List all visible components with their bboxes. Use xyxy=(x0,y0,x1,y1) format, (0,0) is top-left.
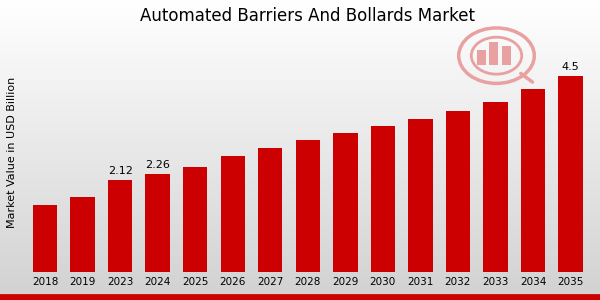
Bar xyxy=(476,50,486,65)
Bar xyxy=(521,89,545,272)
Bar xyxy=(502,46,511,65)
Bar xyxy=(483,102,508,272)
Y-axis label: Market Value in USD Billion: Market Value in USD Billion xyxy=(7,76,17,228)
Bar xyxy=(490,42,499,65)
Bar xyxy=(333,134,358,272)
Text: 2.12: 2.12 xyxy=(107,166,133,176)
Bar xyxy=(371,126,395,272)
Bar xyxy=(296,140,320,272)
Bar xyxy=(446,111,470,272)
Bar xyxy=(145,173,170,272)
Bar xyxy=(221,157,245,272)
Text: 2.26: 2.26 xyxy=(145,160,170,170)
Bar xyxy=(408,118,433,272)
Title: Automated Barriers And Bollards Market: Automated Barriers And Bollards Market xyxy=(140,7,475,25)
Bar xyxy=(258,148,283,272)
Bar xyxy=(70,197,95,272)
Text: 4.5: 4.5 xyxy=(562,62,580,72)
Bar xyxy=(33,205,57,272)
Bar xyxy=(559,76,583,272)
Bar xyxy=(183,167,208,272)
Bar xyxy=(108,180,132,272)
